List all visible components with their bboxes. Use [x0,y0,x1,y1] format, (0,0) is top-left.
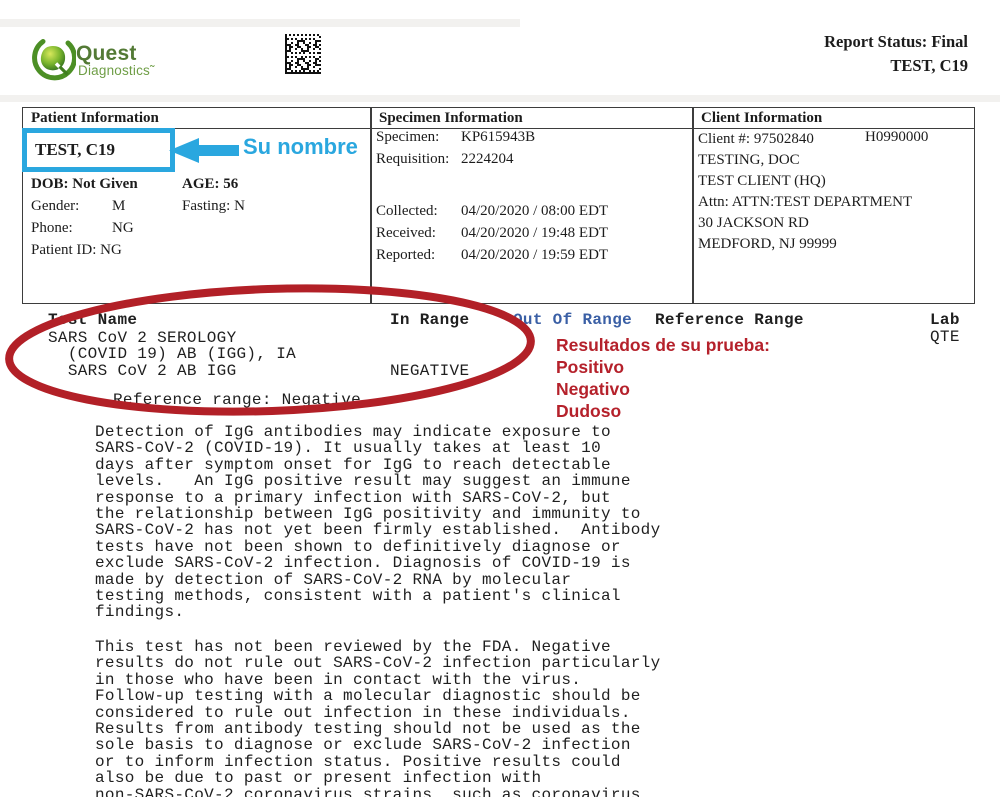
patient-dob: DOB: Not Given [31,176,138,192]
specimen-label: Specimen: [376,129,440,145]
specimen-value: KP615943B [461,129,536,145]
red-circle-annotation [0,281,544,419]
client-number: Client #: 97502840 [698,131,814,147]
requisition-label: Requisition: [376,151,450,167]
brand-name: Quest [76,42,137,65]
results-legend-title: Resultados de su prueba: [556,335,770,355]
collected-label: Collected: [376,203,438,219]
collected-value: 04/20/2020 / 08:00 EDT [461,203,609,219]
phone-label: Phone: [31,220,73,236]
phone-value: NG [112,220,134,236]
gender-value: M [112,198,126,214]
scan-artifact-band [0,19,520,27]
quest-logo-icon [30,36,78,82]
client-line: TESTING, DOC [698,152,800,168]
client-line: TEST CLIENT (HQ) [698,173,826,189]
requisition-value: 2224204 [461,151,514,167]
client-line: MEDFORD, NJ 99999 [698,236,837,252]
table-divider [370,108,372,303]
test-name-block: SARS CoV 2 SEROLOGY (COVID 19) AB (IGG),… [48,329,297,380]
patient-info-table: Patient Information Specimen Information… [22,107,975,304]
client-code: H0990000 [865,129,929,145]
brand-subtitle: Diagnostics˜ [78,63,155,78]
col-reference-range: Reference Range [655,311,804,329]
client-line: Attn: ATTN:TEST DEPARTMENT [698,194,913,210]
datamatrix-barcode [285,34,321,74]
result-value: NEGATIVE [390,362,470,380]
patient-name-highlight-box: TEST, C19 [22,128,175,172]
result-note-paragraph: Detection of IgG antibodies may indicate… [95,423,661,622]
col-lab: Lab [930,311,960,329]
specimen-info-header: Specimen Information [379,110,523,126]
lab-value: QTE [930,328,960,346]
client-line: 30 JACKSON RD [698,215,809,231]
results-legend-negative: Negativo [556,379,630,399]
gender-label: Gender: [31,198,80,214]
col-in-range: In Range [390,311,470,329]
client-info-header: Client Information [701,110,823,126]
results-legend-positive: Positivo [556,357,625,377]
reported-value: 04/20/2020 / 19:59 EDT [461,247,609,263]
result-note-paragraph: This test has not been reviewed by the F… [95,638,661,797]
left-arrow-icon [169,138,239,168]
table-divider [692,108,694,303]
report-status: Report Status: Final [824,32,968,51]
table-header-row: Patient Information Specimen Information… [23,108,974,129]
received-label: Received: [376,225,436,241]
results-legend-doubtful: Dudoso [556,401,622,421]
scan-artifact-band [0,95,1000,102]
patient-id: Patient ID: NG [31,242,122,258]
received-value: 04/20/2020 / 19:48 EDT [461,225,609,241]
patient-age: AGE: 56 [182,176,239,192]
results-legend-annotation: Resultados de su prueba: Positivo Negati… [556,334,770,422]
patient-info-header: Patient Information [31,110,159,126]
reported-label: Reported: [376,247,436,263]
report-patient-name: TEST, C19 [890,56,968,75]
fasting-value: Fasting: N [182,198,245,214]
name-callout-label: Su nombre [243,134,358,159]
